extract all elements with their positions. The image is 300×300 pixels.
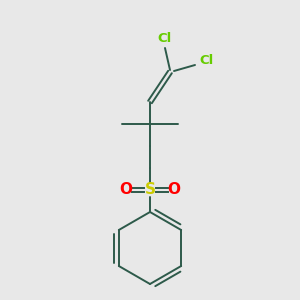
- Text: O: O: [167, 182, 181, 197]
- Text: Cl: Cl: [199, 55, 213, 68]
- Text: S: S: [145, 182, 155, 197]
- Text: Cl: Cl: [158, 32, 172, 44]
- Text: O: O: [119, 182, 133, 197]
